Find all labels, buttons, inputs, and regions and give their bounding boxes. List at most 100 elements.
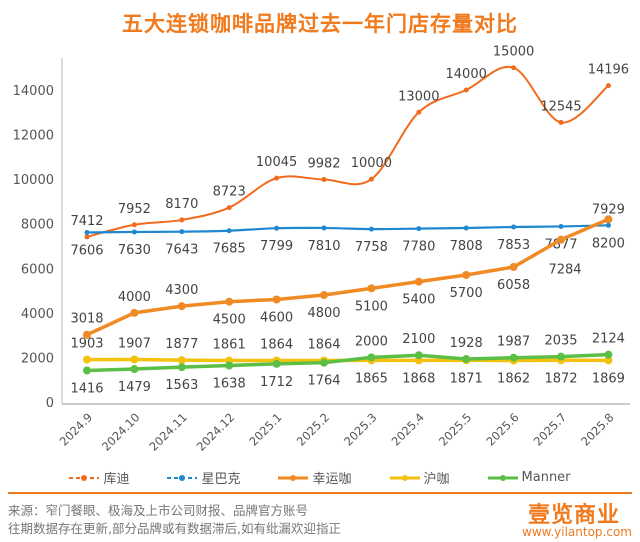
data-label: 1864: [260, 337, 293, 352]
data-label: 10045: [256, 155, 297, 170]
data-point: [604, 356, 613, 365]
data-label: 7952: [118, 202, 151, 217]
data-point: [416, 226, 422, 232]
data-label: 14196: [588, 63, 629, 78]
y-tick-label: 14000: [13, 84, 54, 99]
legend-label: 幸运咖: [312, 472, 352, 487]
legend-marker-icon: [278, 474, 309, 481]
data-point: [274, 175, 280, 181]
data-point: [414, 351, 423, 360]
data-label: 9982: [307, 157, 340, 172]
legend-item: 幸运咖: [278, 468, 352, 487]
data-label: 7810: [307, 239, 340, 254]
data-label: 5100: [355, 299, 388, 314]
legend-label: Manner: [521, 470, 571, 485]
x-tick-label: 2025.4: [389, 410, 427, 448]
data-label: 1987: [497, 335, 530, 350]
data-label: 1872: [544, 371, 577, 386]
data-label: 2035: [544, 334, 577, 349]
y-tick-label: 12000: [13, 129, 54, 144]
data-label: 1479: [118, 380, 151, 395]
data-point: [177, 302, 186, 311]
x-tick-label: 2024.11: [146, 410, 190, 454]
data-label: 1877: [165, 337, 198, 352]
data-point: [320, 358, 328, 367]
data-label: 4000: [118, 290, 151, 305]
data-label: 7630: [118, 243, 151, 258]
data-point: [557, 352, 565, 361]
data-point: [462, 355, 471, 364]
data-point: [130, 308, 139, 317]
data-label: 3018: [70, 312, 103, 327]
data-point: [368, 226, 374, 232]
data-label: 1712: [260, 375, 293, 390]
data-label: 7808: [450, 239, 483, 254]
legend-marker-icon: [487, 474, 518, 481]
y-tick-label: 8000: [21, 218, 54, 233]
data-point: [177, 356, 186, 365]
brand-logo: 壹览商业: [527, 503, 620, 528]
data-label: 7853: [497, 238, 530, 253]
x-tick-label: 2025.2: [294, 410, 332, 448]
data-label: 1864: [307, 337, 340, 352]
legend-label: 星巴克: [201, 472, 241, 487]
data-label: 7758: [355, 240, 388, 255]
data-point: [462, 270, 471, 279]
chart-title: 五大连锁咖啡品牌过去一年门店存量对比: [122, 12, 518, 36]
legend-marker-icon: [167, 474, 198, 481]
data-label: 14000: [446, 67, 487, 82]
data-label: 6058: [497, 278, 530, 293]
data-point: [509, 262, 518, 271]
data-point: [272, 295, 281, 304]
data-point: [367, 353, 376, 362]
legend-label: 沪咖: [423, 472, 450, 487]
series-line-幸运咖: [86, 217, 610, 337]
y-tick-label: 6000: [21, 262, 54, 277]
data-label: 7284: [548, 263, 581, 278]
data-point: [274, 225, 280, 231]
data-point: [509, 353, 518, 362]
data-label: 2100: [402, 332, 435, 347]
data-point: [605, 83, 611, 89]
data-point: [130, 365, 139, 374]
data-point: [226, 228, 232, 234]
x-tick-label: 2025.6: [483, 410, 521, 448]
data-label: 1862: [497, 372, 530, 387]
x-tick-label: 2025.5: [436, 410, 474, 448]
data-label: 2000: [355, 334, 388, 349]
source-text: 来源：窄门餐眼、极海及上市公司财报、品牌官方账号: [8, 503, 309, 518]
data-point: [272, 359, 281, 368]
data-label: 1903: [70, 337, 103, 352]
y-tick-label: 0: [46, 396, 54, 411]
data-label: 12545: [540, 99, 581, 114]
data-point: [463, 87, 469, 93]
data-label: 1868: [402, 371, 435, 386]
data-label: 7799: [260, 239, 293, 254]
legend-label: 库迪: [103, 472, 130, 487]
x-tick-label: 2025.8: [578, 410, 616, 448]
data-label: 7685: [213, 242, 246, 257]
y-tick-label: 10000: [13, 173, 54, 188]
divider: [8, 492, 632, 494]
data-label: 4500: [213, 313, 246, 328]
data-point: [416, 109, 422, 115]
x-tick-label: 2025.1: [246, 410, 284, 448]
data-point: [320, 291, 328, 300]
data-label: 1764: [307, 374, 340, 389]
data-point: [367, 284, 376, 293]
data-label: 5700: [450, 286, 483, 301]
data-label: 8723: [213, 185, 246, 200]
data-label: 1907: [118, 337, 151, 352]
data-point: [604, 350, 613, 359]
y-tick-label: 4000: [21, 307, 54, 322]
data-label: 7606: [70, 243, 103, 258]
data-label: 1638: [213, 376, 246, 391]
note-text: 往期数据存在更新,部分品牌或有数据滞后,如有纰漏欢迎指正: [8, 521, 341, 536]
x-tick-label: 2024.10: [99, 410, 143, 454]
data-point: [83, 355, 91, 364]
legend-item: 星巴克: [167, 468, 240, 487]
data-label: 15000: [493, 45, 534, 60]
data-label: 7877: [544, 237, 577, 252]
data-label: 1869: [592, 371, 625, 386]
